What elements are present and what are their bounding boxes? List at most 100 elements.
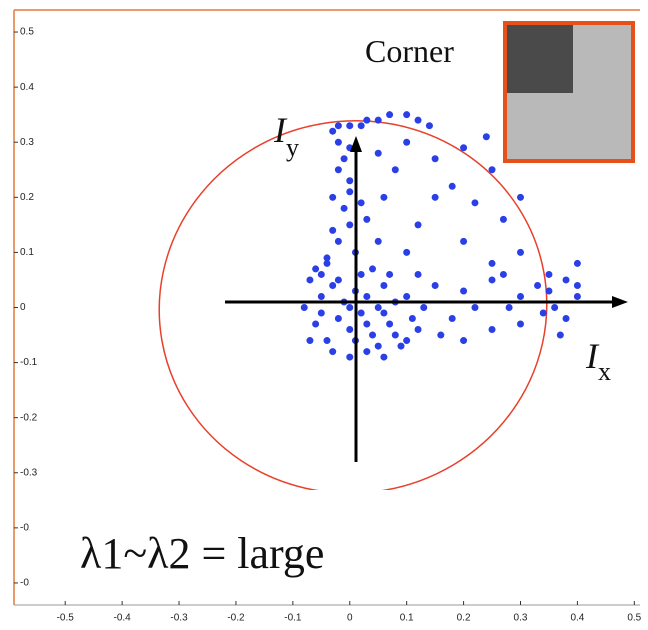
point [323, 337, 331, 345]
point [357, 270, 365, 278]
point [363, 215, 371, 223]
point [340, 204, 348, 212]
inset-dark-square [507, 25, 573, 93]
point [363, 292, 371, 300]
point [329, 193, 337, 201]
point [545, 287, 553, 295]
point [482, 133, 490, 141]
point [471, 304, 479, 311]
x-tick-label: -0.1 [284, 613, 302, 624]
point [346, 188, 354, 196]
point [448, 182, 456, 190]
point [357, 309, 365, 317]
point [312, 265, 320, 273]
x-tick-label: 0.2 [457, 613, 471, 624]
point [374, 116, 382, 124]
point [380, 193, 388, 201]
x-tick-label: -0.3 [170, 613, 188, 624]
point [408, 315, 416, 323]
point [340, 155, 348, 163]
y-arrowhead [350, 136, 362, 152]
point [556, 331, 564, 339]
point [403, 111, 411, 119]
point [534, 281, 542, 289]
title: Corner [365, 33, 454, 69]
point [499, 270, 507, 278]
point [329, 127, 337, 135]
point [346, 221, 354, 229]
point [460, 144, 468, 152]
y-tick-label: 0 [20, 302, 26, 313]
point [380, 353, 388, 361]
annotation: λ1~λ2 = large [80, 529, 324, 578]
point [363, 320, 371, 328]
point [334, 166, 342, 174]
point [357, 199, 365, 207]
point [363, 116, 371, 124]
y-label-sub: y [286, 133, 299, 162]
point [386, 111, 394, 119]
point [374, 149, 382, 157]
point [488, 326, 496, 334]
y-axis-label: Iy [273, 110, 299, 162]
point [414, 270, 422, 278]
point [380, 309, 388, 317]
label-background [30, 490, 410, 600]
y-tick-label: -0.2 [20, 412, 38, 423]
point [346, 122, 354, 130]
point [499, 215, 507, 223]
point [334, 138, 342, 146]
point [346, 353, 354, 361]
y-tick-label: -0.3 [20, 467, 38, 478]
x-tick-label: 0.1 [400, 613, 414, 624]
point [369, 331, 377, 339]
point [300, 304, 308, 311]
point [573, 281, 581, 289]
point [562, 276, 570, 284]
point [425, 122, 433, 130]
y-tick-label: 0.1 [20, 247, 34, 258]
point [414, 221, 422, 229]
y-tick-label: -0.1 [20, 357, 38, 368]
point [488, 276, 496, 284]
point [431, 193, 439, 201]
point [391, 166, 399, 174]
x-tick-label: -0.4 [114, 613, 132, 624]
point [488, 259, 496, 267]
point [403, 138, 411, 146]
point [471, 199, 479, 207]
point [329, 281, 337, 289]
point [539, 309, 547, 317]
point [403, 248, 411, 256]
point [545, 270, 553, 278]
point [374, 304, 382, 311]
point [573, 292, 581, 300]
points [300, 111, 581, 361]
point [431, 155, 439, 163]
point [312, 320, 320, 328]
point [357, 122, 365, 130]
point [380, 281, 388, 289]
point [386, 320, 394, 328]
point [397, 342, 405, 350]
x-tick-label: -0.5 [57, 613, 75, 624]
point [562, 315, 570, 323]
point [317, 270, 325, 278]
point [329, 348, 337, 356]
point [334, 122, 342, 130]
y-tick-label: 0.5 [20, 27, 34, 38]
y-label-main: I [273, 110, 288, 150]
point [346, 177, 354, 185]
y-tick-label: -0.5 [20, 578, 38, 589]
point [420, 304, 428, 311]
point [516, 248, 524, 256]
point [334, 237, 342, 245]
point [363, 348, 371, 356]
point [323, 254, 331, 262]
x-label-sub: x [598, 357, 611, 386]
point [346, 326, 354, 334]
point [374, 237, 382, 245]
point [488, 166, 496, 174]
point [386, 270, 394, 278]
